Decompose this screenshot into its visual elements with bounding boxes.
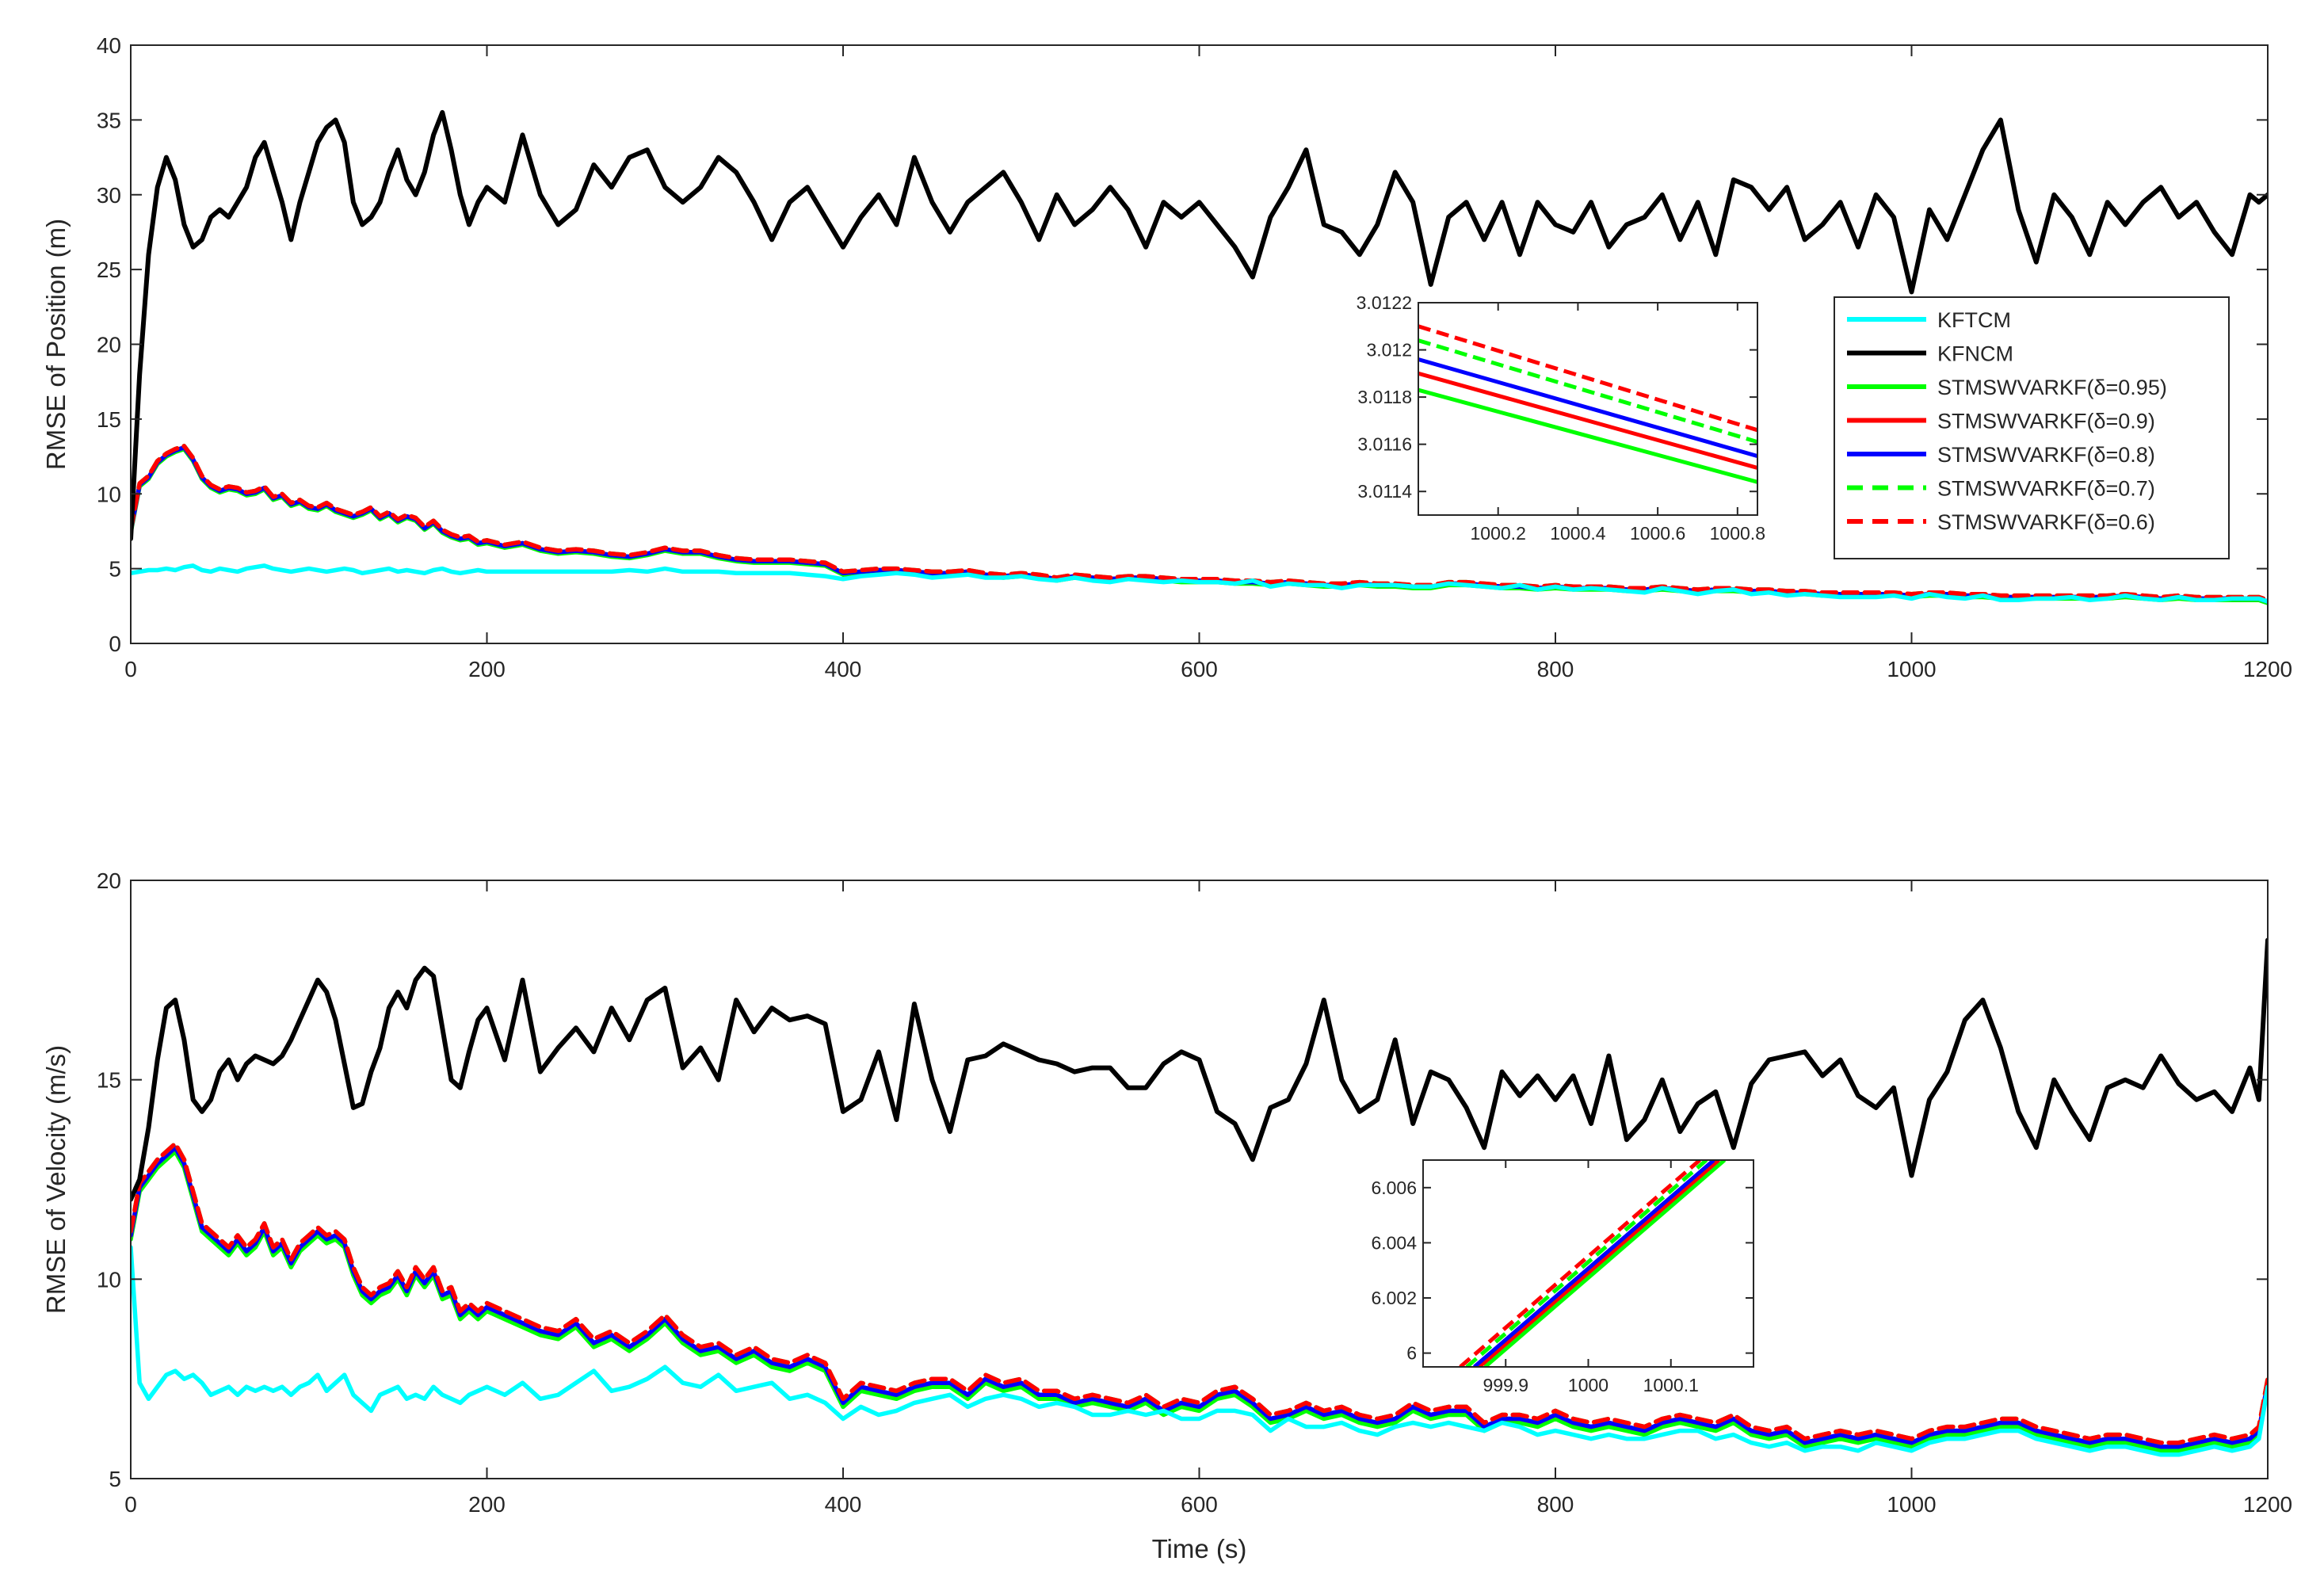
y-tick-label: 5 [109, 1467, 121, 1491]
y-tick-label: 0 [109, 632, 121, 656]
velocity-rmse-plot: 0 200 400 600 800 1000 1200 5 10 15 20 RMSE of Velo… [41, 868, 2292, 1563]
inset-series-line [1459, 1160, 1701, 1367]
series-line [131, 109, 2268, 541]
y-tick-label: 10 [97, 482, 121, 506]
inset-x-tick-label: 1000.8 [1710, 523, 1765, 544]
x-tick-label: 0 [124, 1492, 137, 1517]
x-tick-label: 1000 [1887, 1492, 1936, 1517]
x-tick-label: 600 [1181, 657, 1218, 681]
x-tick-label: 400 [825, 657, 862, 681]
inset-series-line [1473, 1160, 1715, 1367]
plot-area [131, 880, 2268, 1479]
y-tick-label: 5 [109, 557, 121, 582]
y-tick-label: 25 [97, 258, 121, 282]
inset-x-tick-label: 1000 [1568, 1375, 1608, 1395]
inset-y-tick-label: 3.0122 [1357, 292, 1412, 313]
inset-series-line [1478, 1160, 1720, 1367]
legend-label: STMSWVARKF(δ=0.95) [1937, 376, 2167, 399]
x-tick-label: 800 [1537, 657, 1574, 681]
inset-series-line [1418, 357, 1757, 458]
legend-label: KFNCM [1937, 342, 2013, 366]
y-tick-label: 30 [97, 183, 121, 208]
position-zoom-inset: 1000.2 1000.4 1000.6 1000.8 3.0114 3.0116 3.01… [1357, 292, 1765, 544]
x-axis-label: Time (s) [1152, 1534, 1247, 1563]
series-line [131, 1145, 2268, 1449]
inset-y-tick-label: 6.004 [1371, 1232, 1417, 1253]
legend: KFTCM KFNCM STMSWVARKF(δ=0.95) STMSWVARKF(δ… [1834, 296, 2230, 559]
legend-label: STMSWVARKF(δ=0.7) [1937, 477, 2155, 501]
y-tick-label: 10 [97, 1267, 121, 1292]
inset-series-line [1483, 1160, 1727, 1367]
y-tick-label: 20 [97, 333, 121, 357]
x-tick-label: 1200 [2243, 657, 2292, 681]
inset-series-line [1418, 324, 1757, 433]
series-line [131, 1245, 2268, 1457]
y-tick-label: 15 [97, 407, 121, 432]
series-group [131, 937, 2268, 1457]
legend-label: STMSWVARKF(δ=0.6) [1937, 510, 2155, 534]
y-tick-label: 40 [97, 33, 121, 58]
legend-label: STMSWVARKF(δ=0.8) [1937, 443, 2155, 467]
inset-y-tick-label: 3.0114 [1357, 481, 1412, 502]
inset-y-tick-label: 3.0118 [1357, 387, 1412, 407]
legend-label: STMSWVARKF(δ=0.9) [1937, 410, 2155, 433]
y-tick-label: 35 [97, 108, 121, 132]
inset-y-tick-label: 6.002 [1371, 1288, 1417, 1308]
inset-box [1418, 302, 1758, 516]
legend-box [1834, 296, 2230, 559]
velocity-zoom-inset: 999.9 1000 1000.1 6 6.002 6.004 6.006 [1371, 1159, 1754, 1395]
y-tick-label: 20 [97, 868, 121, 893]
inset-lines [1418, 324, 1757, 484]
series-line [131, 1149, 2268, 1453]
inset-x-tick-label: 1000.2 [1471, 523, 1526, 544]
inset-y-tick-label: 3.012 [1366, 340, 1412, 361]
inset-y-tick-label: 3.0116 [1357, 434, 1412, 455]
series-group [131, 109, 2268, 605]
x-tick-label: 800 [1537, 1492, 1574, 1517]
inset-series-line [1465, 1160, 1708, 1367]
x-tick-label: 600 [1181, 1492, 1218, 1517]
y-axis-label: RMSE of Velocity (m/s) [41, 1045, 71, 1314]
inset-series-line [1418, 371, 1757, 470]
inset-x-tick-label: 1000.6 [1630, 523, 1685, 544]
series-line [131, 937, 2268, 1202]
legend-label: KFTCM [1937, 308, 2011, 332]
inset-y-tick-label: 6.006 [1371, 1178, 1417, 1198]
series-line [131, 1141, 2268, 1445]
y-axis-label: RMSE of Position (m) [41, 219, 71, 470]
series-line [131, 444, 2268, 603]
x-tick-label: 200 [468, 657, 506, 681]
inset-lines [1459, 1160, 1727, 1367]
inset-series-line [1418, 338, 1757, 445]
series-line [131, 563, 2268, 604]
inset-x-tick-label: 1000.4 [1550, 523, 1606, 544]
inset-x-tick-label: 1000.1 [1643, 1375, 1699, 1395]
x-tick-label: 1000 [1887, 657, 1936, 681]
x-tick-label: 200 [468, 1492, 506, 1517]
x-tick-label: 400 [825, 1492, 862, 1517]
inset-y-tick-label: 6 [1406, 1343, 1417, 1364]
x-tick-label: 1200 [2243, 1492, 2292, 1517]
x-tick-label: 0 [124, 657, 137, 681]
inset-x-tick-label: 999.9 [1483, 1375, 1528, 1395]
inset-series-line [1418, 387, 1757, 484]
y-tick-label: 15 [97, 1068, 121, 1093]
